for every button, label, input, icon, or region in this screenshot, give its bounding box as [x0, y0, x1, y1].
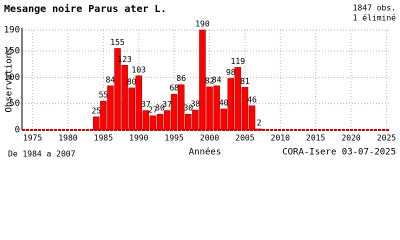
x-tick-label: 1990 [129, 134, 148, 143]
bar [114, 48, 121, 131]
data-label: 46 [247, 95, 257, 104]
bar [163, 110, 171, 131]
data-label: 155 [110, 38, 125, 47]
y-tick-label: 50 [9, 99, 20, 109]
bar [156, 113, 164, 131]
y-tick-label: 190 [4, 26, 20, 36]
obs-count: 1847 obs. [353, 4, 396, 13]
data-label: 37 [162, 100, 172, 109]
data-label: 84 [106, 75, 116, 84]
x-tick-label: 1980 [58, 134, 77, 143]
bar [128, 87, 135, 131]
bar [142, 110, 150, 131]
bar [121, 65, 128, 131]
data-label: 55 [99, 91, 109, 100]
data-label: 37 [141, 100, 151, 109]
data-label: 86 [176, 74, 186, 83]
y-tick-label: 0 [15, 126, 20, 136]
x-axis-label: Années [189, 147, 222, 158]
data-label: 84 [212, 75, 222, 84]
footer-left: De 1984 a 2007 [8, 150, 76, 159]
data-label: 81 [240, 77, 250, 86]
y-axis-label: Observations [5, 47, 15, 112]
x-tick-label: 2005 [235, 134, 254, 143]
data-label: 30 [183, 104, 193, 113]
x-tick-label: 1995 [165, 134, 184, 143]
chart: Mesange noire Parus ater L. 1847 obs. 1 … [4, 3, 397, 159]
bar [177, 84, 185, 131]
data-label: 190 [195, 20, 210, 29]
y-tick-label: 100 [4, 73, 20, 83]
data-label: 30 [155, 104, 165, 113]
data-label: 80 [127, 77, 137, 86]
data-label: 38 [191, 100, 201, 109]
bar [241, 87, 249, 131]
footer-right: CORA-Isere 03-07-2025 [282, 148, 396, 158]
bar [192, 109, 199, 131]
x-tick-label: 1985 [94, 134, 113, 143]
x-tick-label: 2010 [271, 134, 290, 143]
data-label: 40 [219, 98, 229, 107]
bar [100, 100, 107, 131]
page: {"chart_data": { "type": "bar", "title":… [3, 3, 397, 159]
data-label: 82 [205, 76, 215, 85]
bar [220, 108, 227, 131]
bar [149, 115, 157, 131]
bar [248, 105, 256, 131]
bar [170, 93, 178, 131]
bar [206, 86, 213, 131]
bar [93, 116, 100, 131]
x-tick-label: 2015 [306, 134, 325, 143]
x-tick-label: 2000 [200, 134, 219, 143]
chart-title: Mesange noire Parus ater L. [4, 3, 167, 15]
bar [234, 67, 242, 131]
data-label: 98 [226, 68, 236, 77]
data-label: 123 [117, 55, 132, 64]
bar [213, 85, 220, 131]
x-tick-label: 2020 [341, 134, 360, 143]
x-tick-label: 1975 [23, 134, 42, 143]
x-tick-label: 2025 [377, 134, 396, 143]
data-label: 2 [257, 118, 262, 127]
data-label: 119 [231, 57, 246, 66]
data-label: 25 [91, 106, 101, 115]
bar [107, 85, 114, 131]
bar [185, 113, 192, 131]
data-label: 103 [132, 65, 147, 74]
y-tick-label: 150 [4, 47, 20, 57]
bar [227, 78, 235, 131]
data-label: 68 [169, 84, 179, 93]
eliminated-count: 1 éliminé [353, 13, 397, 23]
data-label: 27 [148, 105, 158, 114]
